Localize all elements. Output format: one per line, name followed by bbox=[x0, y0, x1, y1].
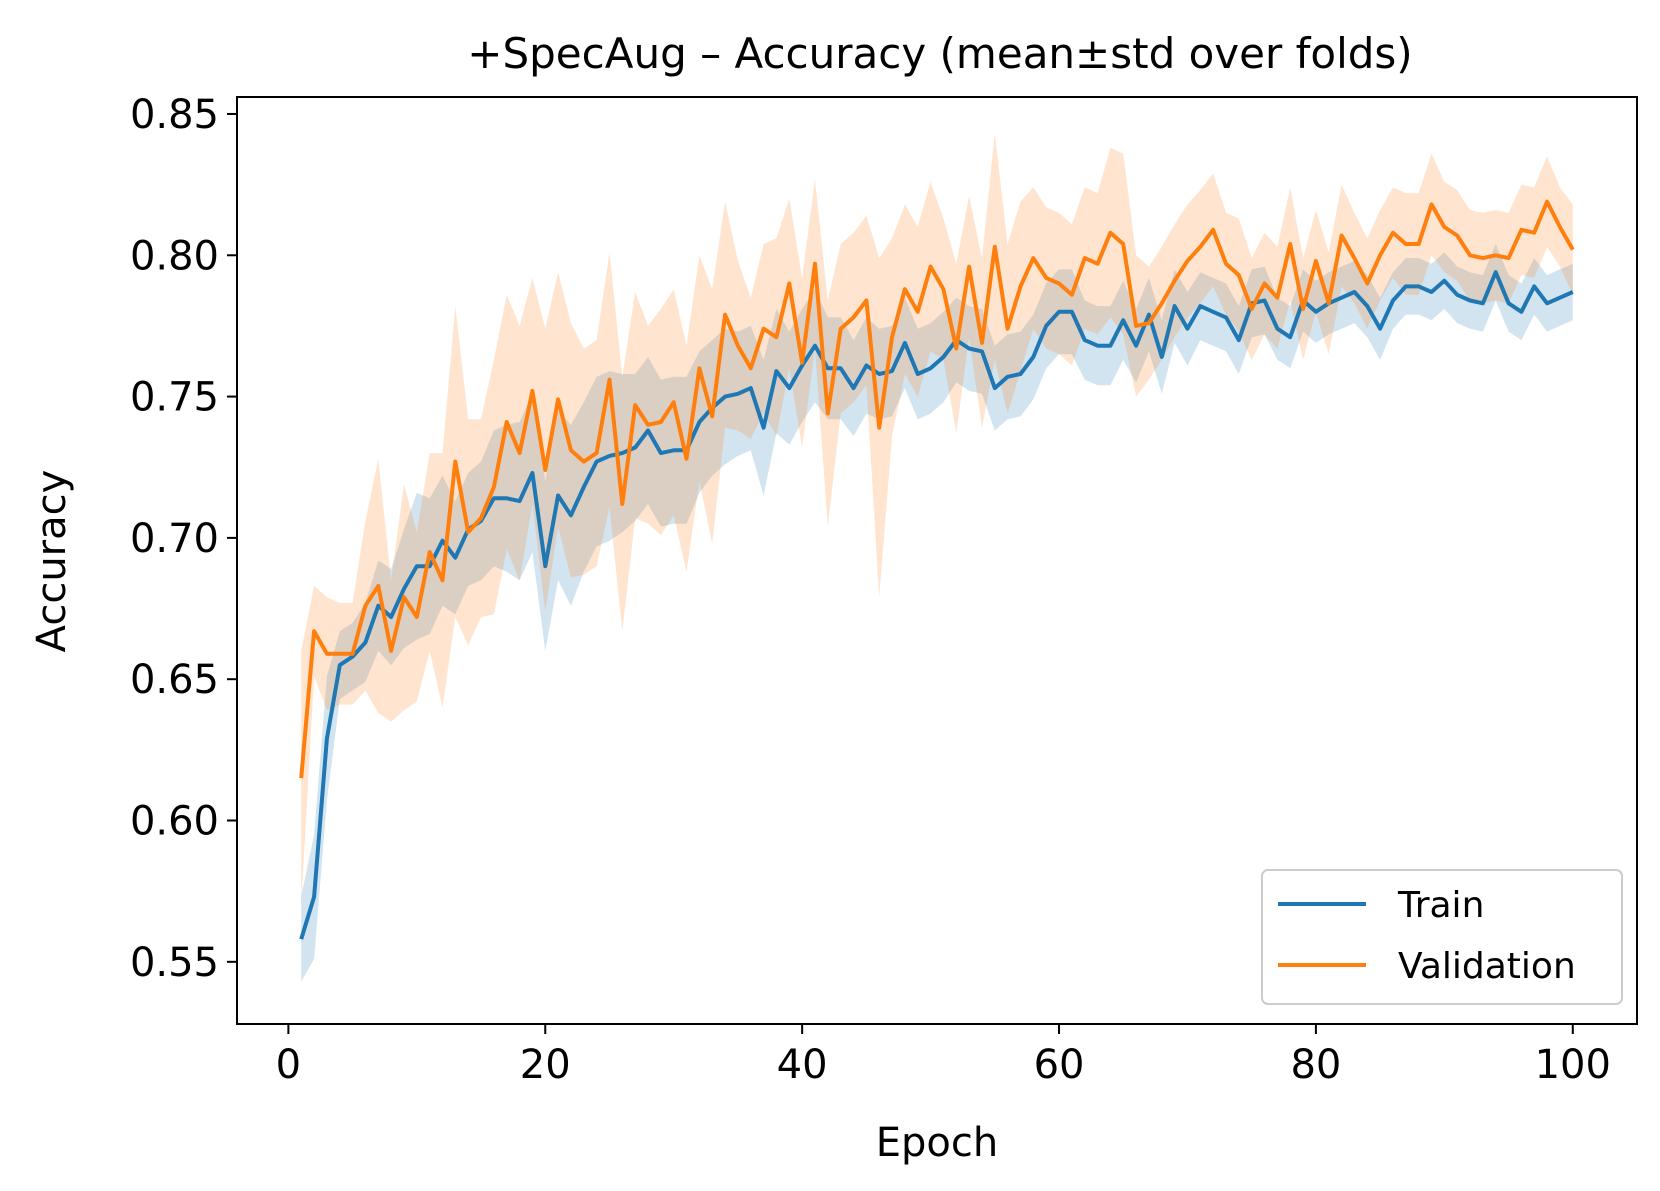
y-tick-label: 0.70 bbox=[130, 516, 219, 562]
series-line-train bbox=[299, 270, 1574, 940]
std-band-validation bbox=[301, 133, 1573, 906]
std-bands bbox=[301, 133, 1573, 982]
x-tick-label: 100 bbox=[1535, 1042, 1611, 1088]
y-tick-label: 0.65 bbox=[130, 657, 219, 703]
y-tick-label: 0.55 bbox=[130, 940, 219, 986]
chart-title: +SpecAug – Accuracy (mean±std over folds… bbox=[467, 29, 1412, 78]
y-axis: 0.55 0.60 0.65 0.70 0.75 0.80 0.85 bbox=[130, 92, 237, 986]
x-tick-label: 40 bbox=[777, 1042, 828, 1088]
x-tick-label: 20 bbox=[520, 1042, 571, 1088]
x-axis: 0 20 40 60 80 100 bbox=[276, 1024, 1611, 1088]
series-lines bbox=[299, 199, 1575, 940]
x-tick-label: 80 bbox=[1290, 1042, 1341, 1088]
y-tick-label: 0.80 bbox=[130, 233, 219, 279]
plot-area-frame bbox=[236, 96, 1638, 1025]
x-axis-label: Epoch bbox=[876, 1120, 998, 1166]
y-tick-label: 0.85 bbox=[130, 92, 219, 138]
x-tick-label: 0 bbox=[276, 1042, 301, 1088]
legend-label-train: Train bbox=[1397, 885, 1484, 926]
y-tick-label: 0.60 bbox=[130, 799, 219, 845]
x-tick-label: 60 bbox=[1034, 1042, 1085, 1088]
y-axis-label: Accuracy bbox=[29, 470, 75, 653]
y-tick-label: 0.75 bbox=[130, 375, 219, 421]
legend: Train Validation bbox=[1261, 869, 1623, 1005]
legend-label-validation: Validation bbox=[1398, 946, 1576, 987]
std-band-train bbox=[301, 244, 1573, 982]
series-line-validation bbox=[299, 199, 1575, 779]
